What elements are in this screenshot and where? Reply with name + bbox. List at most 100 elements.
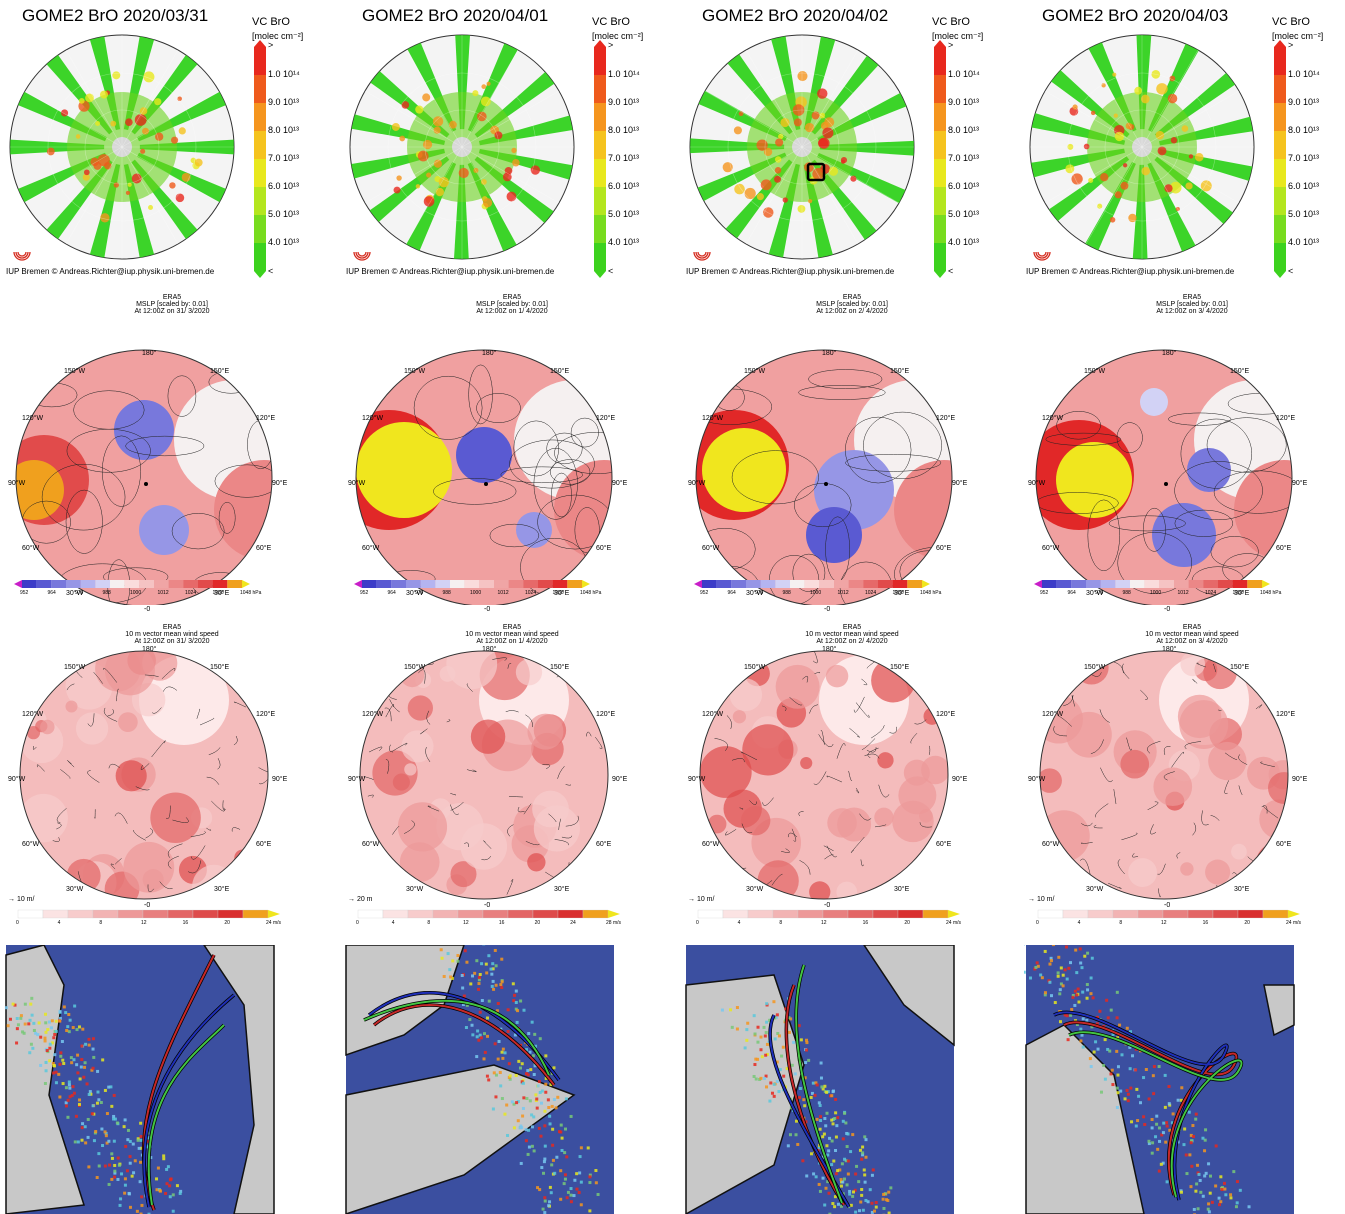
mslp-colorbar: [354, 580, 590, 588]
wind-reference-arrow: → 10 m/: [1028, 896, 1055, 903]
bro-colorbar-unit: [molec cm⁻²]: [592, 31, 644, 41]
bro-colorbar-tick: 8.0 10¹³: [948, 125, 980, 135]
longitude-label: -0: [1164, 606, 1171, 613]
bro-title: GOME2 BrO 2020/03/31: [22, 6, 209, 25]
bro-colorbar-unit: [molec cm⁻²]: [932, 31, 984, 41]
wind-time-label: At 12:00Z on 1/ 4/2020: [476, 638, 548, 645]
longitude-label: 150°W: [744, 664, 766, 671]
mslp-colorbar-tick: 976: [415, 590, 424, 596]
wind-colorbar-tick: 16: [1202, 920, 1209, 926]
bro-colorbar: [934, 40, 946, 278]
bro-colorbar-tick: 5.0 10¹³: [608, 209, 640, 219]
mslp-variable-label: MSLP [scaled by: 0.01]: [136, 301, 208, 308]
wind-colorbar-tick: 28 m/s: [606, 920, 622, 926]
longitude-label: 150°E: [1230, 664, 1250, 671]
mslp-model-label: ERA5: [842, 294, 862, 301]
longitude-label: 120°W: [702, 711, 724, 718]
longitude-label: 90°E: [952, 480, 968, 487]
wind-colorbar-tick: 0: [1036, 920, 1039, 926]
mslp-colorbar-tick: 1048 hPa: [240, 590, 262, 596]
land-mass: [863, 945, 955, 1047]
wind-colorbar-tick: 8: [99, 920, 103, 926]
bro-colorbar-tick: 6.0 10¹³: [608, 181, 640, 191]
longitude-label: 60°E: [936, 545, 952, 552]
longitude-label: -0: [484, 606, 491, 613]
bro-colorbar-tick: 7.0 10¹³: [608, 153, 640, 163]
mslp-colorbar-tick: 952: [1040, 590, 1049, 596]
mslp-colorbar-tick: 1048 hPa: [920, 590, 942, 596]
longitude-label: 30°E: [1234, 590, 1250, 597]
longitude-label: 120°W: [1042, 711, 1064, 718]
longitude-label: 120°W: [702, 415, 724, 422]
bro-credit: IUP Bremen © Andreas.Richter@iup.physik.…: [1026, 267, 1235, 276]
longitude-label: 150°W: [64, 368, 86, 375]
bro-colorbar-tick: >: [948, 40, 954, 50]
mslp-variable-label: MSLP [scaled by: 0.01]: [476, 301, 548, 308]
bro-colorbar-tick: 8.0 10¹³: [1288, 125, 1320, 135]
bro-colorbar-tick: 6.0 10¹³: [1288, 181, 1320, 191]
longitude-label: 180°: [142, 350, 157, 357]
panel-column-3: GOME2 BrO 2020/04/02 VC BrO [molec cm⁻²] >1…: [684, 0, 1020, 1214]
land-mass: [5, 945, 85, 1214]
longitude-label: 120°W: [1042, 415, 1064, 422]
trajectory-map-svg: [1024, 945, 1295, 1214]
mslp-colorbar-tick: 988: [1122, 590, 1131, 596]
wind-colorbar-tick: 20: [904, 920, 910, 926]
wind-colorbar-tick: 24 m/s: [1286, 920, 1302, 926]
longitude-label: 90°E: [612, 776, 628, 783]
mslp-map-svg: [694, 349, 953, 605]
bro-colorbar-tick: 5.0 10¹³: [268, 209, 300, 219]
wind-colorbar-tick: 12: [141, 920, 147, 926]
mslp-colorbar-tick: 952: [700, 590, 709, 596]
wind-colorbar-tick: 8: [779, 920, 783, 926]
trajectory-map-svg: [345, 945, 614, 1214]
bro-colorbar: [1274, 40, 1286, 278]
longitude-label: 180°: [1162, 350, 1177, 357]
longitude-label: 60°E: [596, 545, 612, 552]
bro-credit: IUP Bremen © Andreas.Richter@iup.physik.…: [346, 267, 555, 276]
longitude-label: 150°E: [550, 368, 570, 375]
longitude-label: 30°W: [1086, 590, 1104, 597]
mslp-colorbar-tick: 976: [1095, 590, 1104, 596]
longitude-label: -0: [484, 902, 491, 909]
mslp-map-panel: ERA5 MSLP [scaled by: 0.01] At 12:00Z on 3…: [1024, 290, 1345, 613]
wind-reference-arrow: → 10 m/: [688, 896, 715, 903]
wind-colorbar-tick: 24 m/s: [266, 920, 282, 926]
longitude-label: 90°W: [688, 776, 706, 783]
wind-colorbar-tick: 24: [570, 920, 576, 926]
wind-colorbar: [357, 909, 620, 919]
wind-map-svg: [357, 650, 620, 919]
trajectory-map-panel: [344, 945, 680, 1214]
bro-colorbar-label: VC BrO: [1272, 16, 1310, 28]
longitude-label: 60°W: [1042, 545, 1060, 552]
bro-colorbar-tick: 6.0 10¹³: [268, 181, 300, 191]
longitude-label: 60°W: [1042, 841, 1060, 848]
mslp-map-panel: ERA5 MSLP [scaled by: 0.01] At 12:00Z on 1…: [344, 290, 680, 613]
wind-variable-label: 10 m vector mean wind speed: [1145, 631, 1239, 638]
bro-colorbar-tick: <: [948, 266, 954, 276]
plume: [4, 996, 183, 1214]
land-mass: [203, 945, 275, 1214]
longitude-label: 90°W: [688, 480, 706, 487]
wind-map-panel: ERA5 10 m vector mean wind speed At 12:00Z…: [344, 620, 680, 926]
bro-colorbar-tick: <: [268, 266, 274, 276]
bro-map-panel: GOME2 BrO 2020/04/03 VC BrO [molec cm⁻²] >1…: [1024, 0, 1345, 285]
longitude-label: 30°E: [894, 886, 910, 893]
longitude-label: 180°: [482, 646, 497, 653]
longitude-label: 180°: [822, 350, 837, 357]
longitude-label: 30°W: [406, 886, 424, 893]
bro-colorbar-tick: 9.0 10¹³: [948, 97, 980, 107]
wind-colorbar-tick: 4: [57, 920, 61, 926]
trajectory-line: [785, 984, 845, 1206]
trajectory-map-svg: [4, 945, 275, 1214]
mslp-colorbar-tick: 1024: [1205, 590, 1217, 596]
mslp-map-svg: [14, 349, 273, 605]
mslp-colorbar-tick: 1000: [130, 590, 142, 596]
bro-colorbar-tick: 6.0 10¹³: [948, 181, 980, 191]
longitude-label: 120°E: [596, 711, 616, 718]
longitude-label: 90°E: [272, 776, 288, 783]
mslp-map-panel: ERA5 MSLP [scaled by: 0.01] At 12:00Z on 3…: [4, 290, 340, 613]
longitude-label: 150°E: [210, 368, 230, 375]
land-mass: [1263, 984, 1295, 1037]
longitude-label: -0: [824, 606, 831, 613]
